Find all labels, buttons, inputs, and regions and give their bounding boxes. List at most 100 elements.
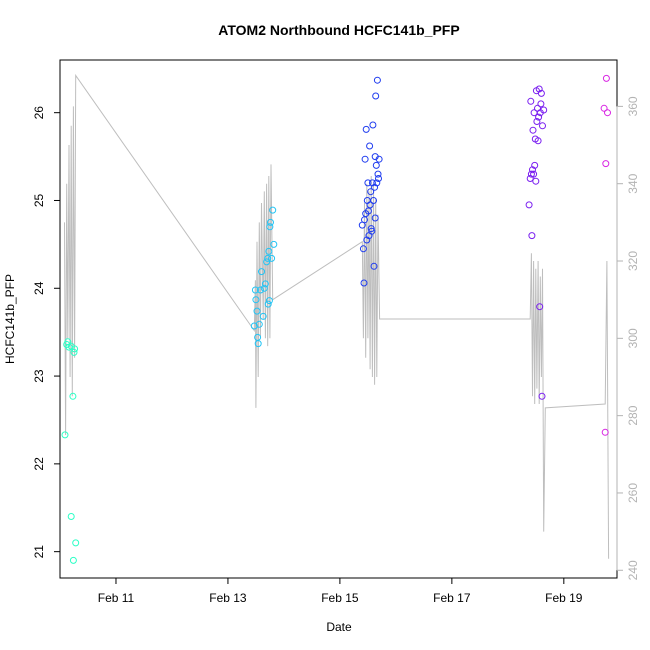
data-point (254, 340, 262, 348)
x-axis-label: Date (326, 620, 352, 634)
data-point (252, 296, 260, 304)
x-tick-label: Feb 13 (209, 591, 247, 605)
data-point (368, 179, 376, 187)
data-point (260, 284, 268, 292)
data-point (602, 160, 610, 168)
y-tick-label: 21 (32, 545, 46, 559)
data-point (372, 92, 380, 100)
data-point (527, 170, 535, 178)
data-points (61, 74, 611, 564)
data-point (535, 113, 543, 121)
data-point (267, 218, 274, 226)
y-tick-label: 23 (32, 369, 46, 383)
data-point (64, 338, 72, 346)
y-tick-label: 25 (32, 194, 46, 208)
data-point (253, 307, 261, 315)
data-point (601, 428, 609, 436)
data-point (528, 232, 536, 240)
data-point (250, 322, 258, 330)
data-point (259, 312, 267, 320)
data-point (70, 348, 78, 356)
data-point (264, 300, 272, 308)
data-point (373, 76, 381, 84)
data-point (371, 214, 379, 222)
data-point (604, 109, 611, 117)
data-point (360, 279, 368, 287)
data-point (362, 125, 370, 133)
data-point (264, 254, 272, 262)
data-point (364, 179, 372, 187)
data-point (539, 122, 546, 130)
y2-tick-label: 280 (626, 405, 640, 425)
y-axis-label: HCFC141b_PFP (3, 274, 17, 364)
y-axis: 21 22 23 24 25 26 (32, 106, 61, 559)
y-tick-label: 22 (32, 457, 46, 471)
data-point (535, 85, 543, 93)
data-point (600, 104, 608, 112)
data-point (532, 177, 540, 185)
data-point (251, 286, 259, 294)
secondary-trace-line (64, 73, 610, 559)
data-point (525, 201, 533, 209)
data-point (261, 280, 269, 288)
data-point (533, 118, 541, 125)
data-point (375, 155, 383, 163)
y2-tick-label: 260 (626, 483, 640, 503)
data-point (361, 155, 369, 163)
y2-axis: 240 260 280 300 320 340 360 (616, 96, 640, 580)
data-point (529, 166, 536, 174)
y2-tick-label: 340 (626, 173, 640, 193)
data-point (263, 258, 271, 266)
data-point (531, 161, 539, 169)
data-point (375, 175, 382, 182)
data-point (364, 207, 372, 215)
y2-tick-label: 240 (626, 560, 640, 580)
data-point (265, 247, 273, 255)
data-point (373, 179, 381, 187)
data-point (538, 392, 546, 400)
data-point (368, 227, 376, 235)
x-tick-label: Feb 11 (98, 591, 135, 605)
y2-tick-label: 360 (626, 96, 640, 116)
data-point (537, 100, 545, 108)
data-point (366, 201, 374, 209)
y-tick-label: 24 (32, 281, 46, 295)
chart-title: ATOM2 Northbound HCFC141b_PFP (218, 22, 459, 38)
x-tick-label: Feb 17 (433, 591, 471, 605)
data-point (371, 183, 379, 191)
data-point (359, 245, 367, 253)
data-point (258, 268, 265, 276)
data-point (372, 161, 380, 169)
y2-tick-label: 320 (626, 251, 640, 271)
data-point (534, 137, 542, 145)
data-point (527, 97, 535, 105)
data-point (370, 262, 378, 270)
data-point (369, 121, 377, 129)
data-point (370, 197, 377, 204)
data-point (61, 431, 69, 439)
x-axis: Feb 11 Feb 13 Feb 15 Feb 17 Feb 19 (98, 577, 583, 605)
data-point (526, 175, 534, 182)
data-point (270, 240, 278, 248)
data-point (367, 225, 375, 233)
data-point (537, 89, 545, 97)
data-point (363, 236, 371, 244)
data-point (266, 223, 274, 231)
data-point (374, 170, 382, 178)
data-point (268, 254, 276, 262)
data-point (367, 188, 375, 196)
data-point (265, 297, 273, 305)
data-point (67, 513, 75, 520)
y-tick-label: 26 (32, 106, 46, 120)
secondary-trace (64, 73, 610, 559)
x-tick-label: Feb 19 (545, 591, 583, 605)
x-tick-label: Feb 15 (321, 591, 359, 605)
data-point (71, 345, 79, 353)
data-point (530, 170, 538, 178)
data-point (540, 106, 548, 114)
data-point (536, 303, 544, 311)
data-point (69, 392, 77, 400)
y2-tick-label: 300 (626, 328, 640, 348)
data-point (269, 206, 277, 214)
